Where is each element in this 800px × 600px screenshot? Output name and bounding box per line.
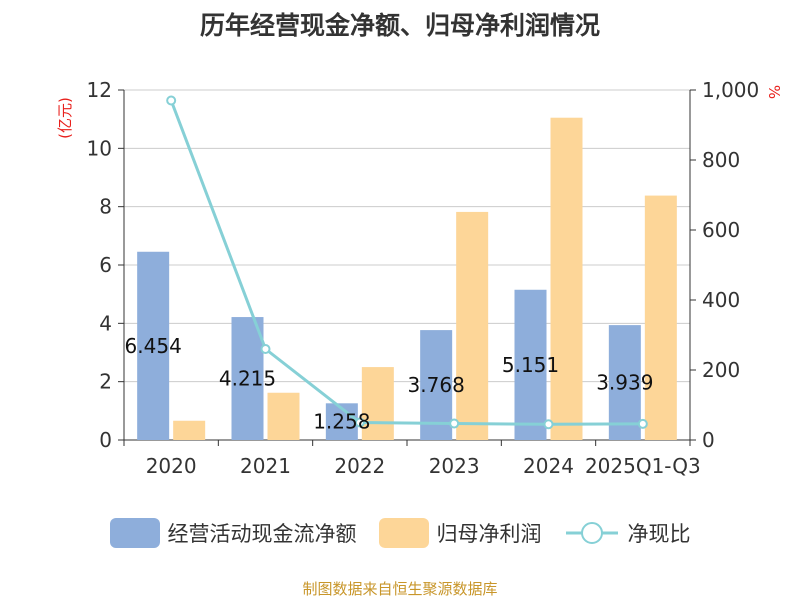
legend-swatch-ratio [565,522,618,544]
cashflow-data-label: 3.939 [596,371,653,395]
left-axis-tick-label: 6 [99,253,112,277]
left-axis-tick-label: 8 [99,195,112,219]
grid-lines [124,89,690,383]
cashflow-bar [231,317,264,440]
right-axis-tick-label: 800 [702,148,740,172]
cashflow-bar [420,330,453,440]
left-axis-unit: (亿元) [56,97,74,139]
left-axis-tick-label: 2 [99,370,112,394]
chart-title: 历年经营现金净额、归母净利润情况 [199,11,600,40]
profit-bar [267,392,300,440]
axes: 0 2 4 6 8 10 12 0 200 400 600 800 1,000 2020 2021 2022 2… [87,78,760,478]
x-axis-tick-label: 2022 [334,454,385,478]
ratio-point [637,418,648,429]
legend-item-profit[interactable]: 归母净利润 [378,518,542,548]
left-axis-tick-label: 12 [87,78,112,102]
right-axis-tick-label: 1,000 [702,78,759,102]
right-axis-tick-label: 600 [702,218,740,242]
legend-swatch-profit [378,518,429,548]
ratio-line-path [169,99,643,426]
profit-bar [456,211,489,440]
legend: 经营活动现金流净额 归母净利润 净现比 [0,518,800,548]
legend-item-ratio[interactable]: 净现比 [564,518,691,548]
data-labels: 6.454 4.215 1.258 3.768 5.151 3.939 [125,334,654,434]
cashflow-bar [608,325,641,440]
legend-item-cashflow[interactable]: 经营活动现金流净额 [109,518,357,548]
cashflow-bar [514,289,547,440]
legend-swatch-cashflow [109,518,160,548]
right-axis-tick-label: 200 [702,358,740,382]
profit-bar [173,420,206,440]
legend-label-cashflow: 经营活动现金流净额 [167,522,357,546]
bars [137,117,677,440]
legend-label-ratio: 净现比 [627,522,691,546]
left-axis-tick-label: 10 [87,136,112,160]
ratio-point [543,419,554,430]
cashflow-data-label: 5.151 [502,353,559,377]
right-axis-unit: % [765,85,783,99]
ratio-point [449,418,460,429]
cashflow-data-label: 3.768 [408,373,465,397]
cashflow-data-label: 6.454 [125,334,182,358]
x-axis-tick-label: 2023 [429,454,480,478]
source-note: 制图数据来自恒生聚源数据库 [302,580,498,598]
cashflow-data-label: 4.215 [219,367,276,391]
right-axis-tick-label: 0 [702,428,715,452]
profit-bar [550,117,583,440]
ratio-point [354,417,365,428]
x-axis-tick-label: 2021 [240,454,291,478]
legend-label-profit: 归母净利润 [436,522,542,546]
profit-bar [644,195,677,440]
right-axis-tick-label: 400 [702,288,740,312]
ratio-point [260,344,271,354]
x-axis-tick-label: 2025Q1-Q3 [585,454,701,478]
ratio-line [166,95,648,430]
cashflow-bar [137,251,170,440]
left-axis-tick-label: 4 [99,311,112,335]
ratio-point [166,95,177,106]
x-axis-tick-label: 2024 [523,454,574,478]
x-axis-tick-label: 2020 [146,454,197,478]
cashflow-data-label: 1.258 [313,410,370,434]
profit-bar [361,367,394,440]
left-axis-tick-label: 0 [99,428,112,452]
